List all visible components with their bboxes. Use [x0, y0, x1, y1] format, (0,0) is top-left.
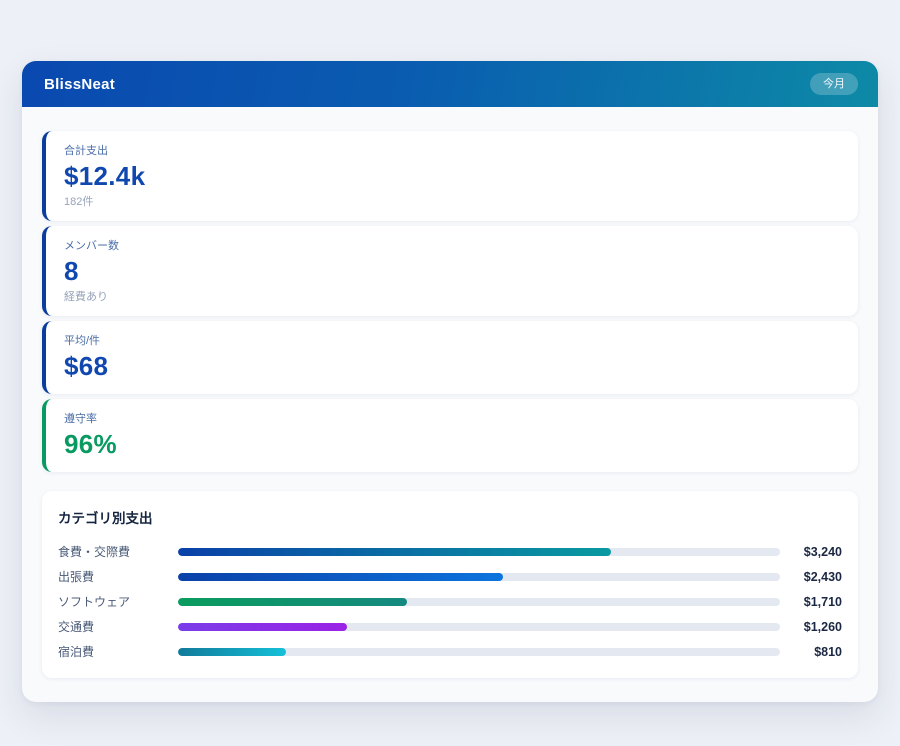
category-row: 宿泊費 $810: [58, 639, 842, 664]
stat-card: 平均/件 $68: [42, 321, 858, 394]
stat-label: 遵守率: [64, 412, 840, 426]
stat-cards: 合計支出 $12.4k 182件 メンバー数 8 経費あり 平均/件 $68 遵…: [42, 131, 858, 472]
stat-card: 遵守率 96%: [42, 399, 858, 472]
stat-value: $12.4k: [64, 160, 840, 192]
category-value: $2,430: [780, 570, 842, 584]
period-badge[interactable]: 今月: [810, 73, 858, 95]
stat-label: 平均/件: [64, 334, 840, 348]
category-row: ソフトウェア $1,710: [58, 589, 842, 614]
category-value: $3,240: [780, 545, 842, 559]
category-label: 宿泊費: [58, 643, 178, 660]
category-bar-fill: [178, 598, 407, 606]
category-label: 交通費: [58, 618, 178, 635]
category-bar-fill: [178, 648, 286, 656]
dashboard-window: BlissNeat 今月 合計支出 $12.4k 182件 メンバー数 8 経費…: [22, 61, 878, 702]
stat-label: 合計支出: [64, 144, 840, 158]
category-panel-title: カテゴリ別支出: [58, 507, 842, 527]
category-bar-track: [178, 648, 780, 656]
category-label: 出張費: [58, 568, 178, 585]
stat-value: 96%: [64, 428, 840, 460]
category-bar-track: [178, 548, 780, 556]
stat-label: メンバー数: [64, 239, 840, 253]
category-row: 出張費 $2,430: [58, 564, 842, 589]
category-spending-panel: カテゴリ別支出 食費・交際費 $3,240 出張費 $2,430 ソフトウェア …: [42, 491, 858, 678]
stat-card: 合計支出 $12.4k 182件: [42, 131, 858, 221]
category-value: $1,710: [780, 595, 842, 609]
category-value: $1,260: [780, 620, 842, 634]
category-bar-track: [178, 598, 780, 606]
app-header: BlissNeat 今月: [22, 61, 878, 107]
category-bar-fill: [178, 573, 503, 581]
category-rows: 食費・交際費 $3,240 出張費 $2,430 ソフトウェア $1,710 交…: [58, 539, 842, 664]
category-row: 交通費 $1,260: [58, 614, 842, 639]
category-value: $810: [780, 645, 842, 659]
category-bar-track: [178, 573, 780, 581]
category-bar-track: [178, 623, 780, 631]
category-label: 食費・交際費: [58, 543, 178, 560]
category-bar-fill: [178, 548, 611, 556]
category-bar-fill: [178, 623, 347, 631]
app-body: 合計支出 $12.4k 182件 メンバー数 8 経費あり 平均/件 $68 遵…: [22, 107, 878, 702]
category-row: 食費・交際費 $3,240: [58, 539, 842, 564]
stat-card: メンバー数 8 経費あり: [42, 226, 858, 316]
stat-value: 8: [64, 255, 840, 287]
category-label: ソフトウェア: [58, 593, 178, 610]
stat-value: $68: [64, 350, 840, 382]
app-title: BlissNeat: [44, 76, 115, 93]
stat-sub: 182件: [64, 195, 840, 209]
stat-sub: 経費あり: [64, 290, 840, 304]
